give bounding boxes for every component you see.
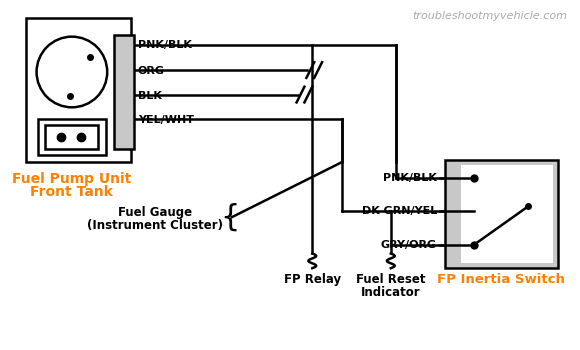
Text: Front Tank: Front Tank [31,185,113,199]
Text: Fuel Reset: Fuel Reset [356,273,426,286]
Text: FP Relay: FP Relay [284,273,341,286]
Bar [38,119,106,155]
Text: (Instrument Cluster): (Instrument Cluster) [88,219,223,232]
Text: Fuel Pump Unit: Fuel Pump Unit [12,172,132,186]
Text: PNK/BLK: PNK/BLK [137,41,191,50]
Text: PNK/BLK: PNK/BLK [383,173,437,183]
Text: BLK: BLK [137,91,161,100]
Text: troubleshootmyvehicle.com: troubleshootmyvehicle.com [412,11,567,21]
Bar [445,160,557,268]
Text: GRY/ORG: GRY/ORG [380,240,437,250]
Text: DK GRN/YEL: DK GRN/YEL [362,206,437,216]
Bar [462,165,553,263]
Text: {: { [220,203,240,232]
Text: ORG: ORG [137,66,165,76]
Bar [26,18,130,162]
Text: Indicator: Indicator [361,286,420,299]
Text: Fuel Gauge: Fuel Gauge [118,206,193,219]
Bar [114,35,134,148]
Text: FP Inertia Switch: FP Inertia Switch [437,273,565,286]
Text: YEL/WHT: YEL/WHT [137,115,194,125]
Bar [45,125,99,149]
